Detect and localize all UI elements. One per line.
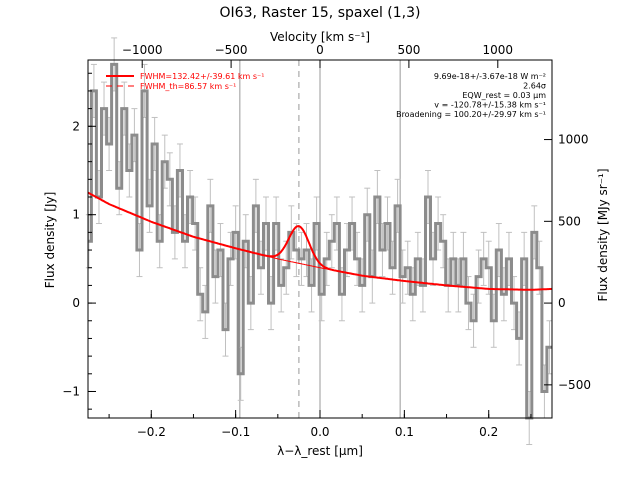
chart-title: OI63, Raster 15, spaxel (1,3) [220, 5, 421, 21]
top-tick-label: −1000 [122, 43, 163, 57]
top-tick-label: 0 [316, 43, 324, 57]
y-tick-label: −1 [62, 384, 80, 398]
annotation: v = -120.78+/-15.38 km s⁻¹ [434, 101, 546, 110]
right-tick-label: 500 [558, 214, 581, 228]
x-tick-label: −0.1 [221, 425, 250, 439]
right-tick-label: 0 [558, 296, 566, 310]
right-tick-label: 1000 [558, 133, 589, 147]
spectrum-line [88, 62, 552, 420]
top-tick-label: 1000 [483, 43, 514, 57]
annotation: Broadening = 100.20+/-29.97 km s⁻¹ [396, 110, 546, 119]
x-axis-label: λ−λ_rest [μm] [277, 444, 363, 458]
y-tick-label: 2 [72, 119, 80, 133]
legend-label: FWHM_th=86.57 km s⁻¹ [140, 82, 236, 91]
x-tick-label: 0.1 [395, 425, 414, 439]
top-axis-label: Velocity [km s⁻¹] [270, 30, 370, 44]
x-tick-label: −0.2 [137, 425, 166, 439]
top-tick-label: −500 [215, 43, 248, 57]
top-tick-label: 500 [397, 43, 420, 57]
y-axis-label: Flux density [Jy] [43, 192, 57, 289]
y-tick-label: 1 [72, 208, 80, 222]
right-axis-label: Flux density [MJy sr⁻¹] [596, 168, 610, 301]
annotation: 2.64σ [523, 82, 546, 91]
right-tick-label: −500 [558, 378, 591, 392]
fit-line [87, 191, 553, 291]
legend-label: FWHM=132.42+/-39.61 km s⁻¹ [140, 72, 264, 81]
annotation: 9.69e-18+/-3.67e-18 W m⁻² [434, 72, 546, 81]
x-tick-label: 0.0 [310, 425, 329, 439]
y-tick-label: 0 [72, 296, 80, 310]
x-tick-label: 0.2 [479, 425, 498, 439]
annotation: EQW_rest = 0.03 μm [462, 91, 546, 100]
